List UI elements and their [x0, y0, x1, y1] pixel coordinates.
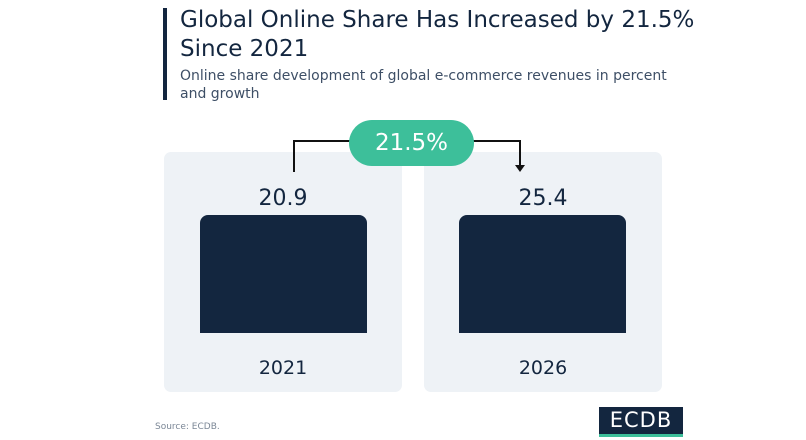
title-accent-bar: [163, 8, 167, 100]
growth-badge: 21.5%: [349, 120, 474, 166]
category-label-2021: 2021: [258, 357, 308, 379]
growth-connector-line: [293, 140, 360, 172]
source-note: Source: ECDB.: [155, 422, 220, 432]
chart-subtitle: Online share development of global e-com…: [180, 68, 667, 102]
bar-2021: [200, 215, 367, 333]
bar-2026: [459, 215, 626, 333]
chart-title: Global Online Share Has Increased by 21.…: [180, 7, 695, 62]
growth-arrow-line: [460, 140, 521, 166]
data-label-2026: 25.4: [518, 186, 568, 211]
ecdb-logo: ECDB: [599, 407, 683, 437]
data-label-2021: 20.9: [258, 186, 308, 211]
arrow-head-icon: [515, 165, 525, 172]
category-label-2026: 2026: [518, 357, 568, 379]
